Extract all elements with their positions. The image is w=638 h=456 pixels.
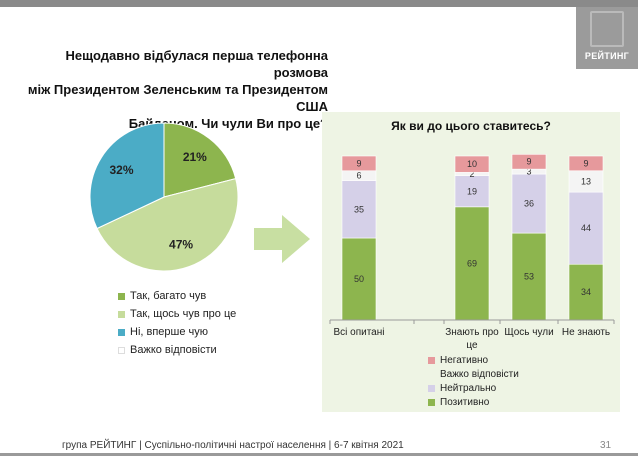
bar-segment <box>454 206 490 321</box>
top-bar <box>0 0 638 7</box>
bar-legend-item: Негативно <box>428 353 519 367</box>
bar-value-label: 13 <box>581 176 591 186</box>
bar-legend-item: Важко відповісти <box>428 367 519 381</box>
bar-segment <box>341 237 377 321</box>
bar-value-label: 69 <box>467 258 477 268</box>
pie-slice <box>96 177 239 272</box>
pie-slice <box>89 122 165 230</box>
pie-question: Нещодавно відбулася перша телефонна розм… <box>18 47 328 132</box>
rating-logo: РЕЙТИНГ <box>576 7 638 69</box>
bar-value-label: 9 <box>583 158 588 168</box>
logo-text: РЕЙТИНГ <box>584 51 630 61</box>
legend-swatch <box>118 346 125 354</box>
bar-value-label: 50 <box>354 274 364 284</box>
bar-value-label: 35 <box>354 204 364 214</box>
x-tick-label: Не знають <box>562 327 610 338</box>
legend-swatch <box>428 356 435 364</box>
legend-swatch <box>428 384 435 392</box>
arrow-right-icon <box>254 215 310 263</box>
pie-legend-label: Важко відповісти <box>130 344 217 356</box>
bar-legend-label: Негативно <box>440 354 489 366</box>
pie-slice-label: 32% <box>109 163 133 177</box>
bar-segment <box>454 175 490 208</box>
bar-value-label: 6 <box>356 171 361 181</box>
x-tick-label: Всі опитані <box>333 327 384 338</box>
pie-slice-label: 47% <box>169 237 193 251</box>
bar-value-label: 10 <box>467 159 477 169</box>
bar-value-label: 36 <box>524 199 534 209</box>
bar-legend-item: Нейтрально <box>428 381 519 395</box>
bar-chart-title: Як ви до цього ставитесь? <box>391 119 551 133</box>
pie-legend-item: Ні, вперше чую <box>118 323 236 341</box>
bar-segment <box>511 154 547 170</box>
pie-question-line: між Президентом Зеленським та Президенто… <box>27 82 328 114</box>
bar-legend-label: Нейтрально <box>440 382 497 394</box>
pie-legend-item: Важко відповісти <box>118 341 236 359</box>
pie-legend-label: Так, багато чув <box>130 290 207 302</box>
bar-legend-label: Важко відповісти <box>440 368 519 380</box>
bar-value-label: 44 <box>581 223 591 233</box>
page-number: 31 <box>600 440 612 451</box>
bar-segment <box>341 155 377 172</box>
pie-slice <box>163 122 237 198</box>
legend-swatch <box>428 398 435 406</box>
bar-segment <box>568 155 604 172</box>
bar-segment <box>454 155 490 173</box>
bar-segment <box>341 180 377 239</box>
bar-legend-item: Позитивно <box>428 395 519 409</box>
legend-swatch <box>118 310 125 318</box>
pie-legend-item: Так, щось чув про це <box>118 305 236 323</box>
bar-value-label: 3 <box>526 167 531 177</box>
legend-swatch <box>118 328 125 336</box>
bar-value-label: 53 <box>524 272 534 282</box>
pie-slice-label: 21% <box>183 150 207 164</box>
legend-swatch <box>118 292 125 300</box>
bottom-bar <box>0 453 638 456</box>
bar-segment <box>568 191 604 265</box>
pie-legend-item: Так, багато чув <box>118 287 236 305</box>
bar-segment <box>568 263 604 321</box>
x-tick-label: Щось чули <box>504 327 553 338</box>
attitude-panel: Як ви до цього ставитесь? 50 35 6 9 69 19 2 10 5… <box>322 112 620 412</box>
pie-legend: Так, багато чув Так, щось чув про це Ні,… <box>118 287 236 359</box>
logo-mark-icon <box>590 11 624 47</box>
bar-legend: Негативно Важко відповісти Нейтрально По… <box>428 353 519 409</box>
bar-value-label: 2 <box>469 169 474 179</box>
bar-value-label: 19 <box>467 186 477 196</box>
x-tick-label: це <box>466 340 478 351</box>
pie-chart: 21% 47% 32% <box>88 121 240 273</box>
pie-legend-label: Ні, вперше чую <box>130 326 209 338</box>
pie-question-line: Нещодавно відбулася перша телефонна розм… <box>65 48 328 80</box>
pie-chart-svg: 21% 47% 32% <box>89 122 239 272</box>
bar-value-label: 9 <box>356 158 361 168</box>
pie-legend-label: Так, щось чув про це <box>130 308 237 320</box>
legend-swatch <box>428 371 435 378</box>
bar-value-label: 9 <box>526 157 531 167</box>
footer-text: група РЕЙТИНГ | Суспільно-політичні наст… <box>62 440 404 451</box>
bar-segment <box>511 232 547 321</box>
x-tick-label: Знають про <box>445 327 499 338</box>
bar-value-label: 34 <box>581 287 591 297</box>
bar-legend-label: Позитивно <box>440 396 490 408</box>
